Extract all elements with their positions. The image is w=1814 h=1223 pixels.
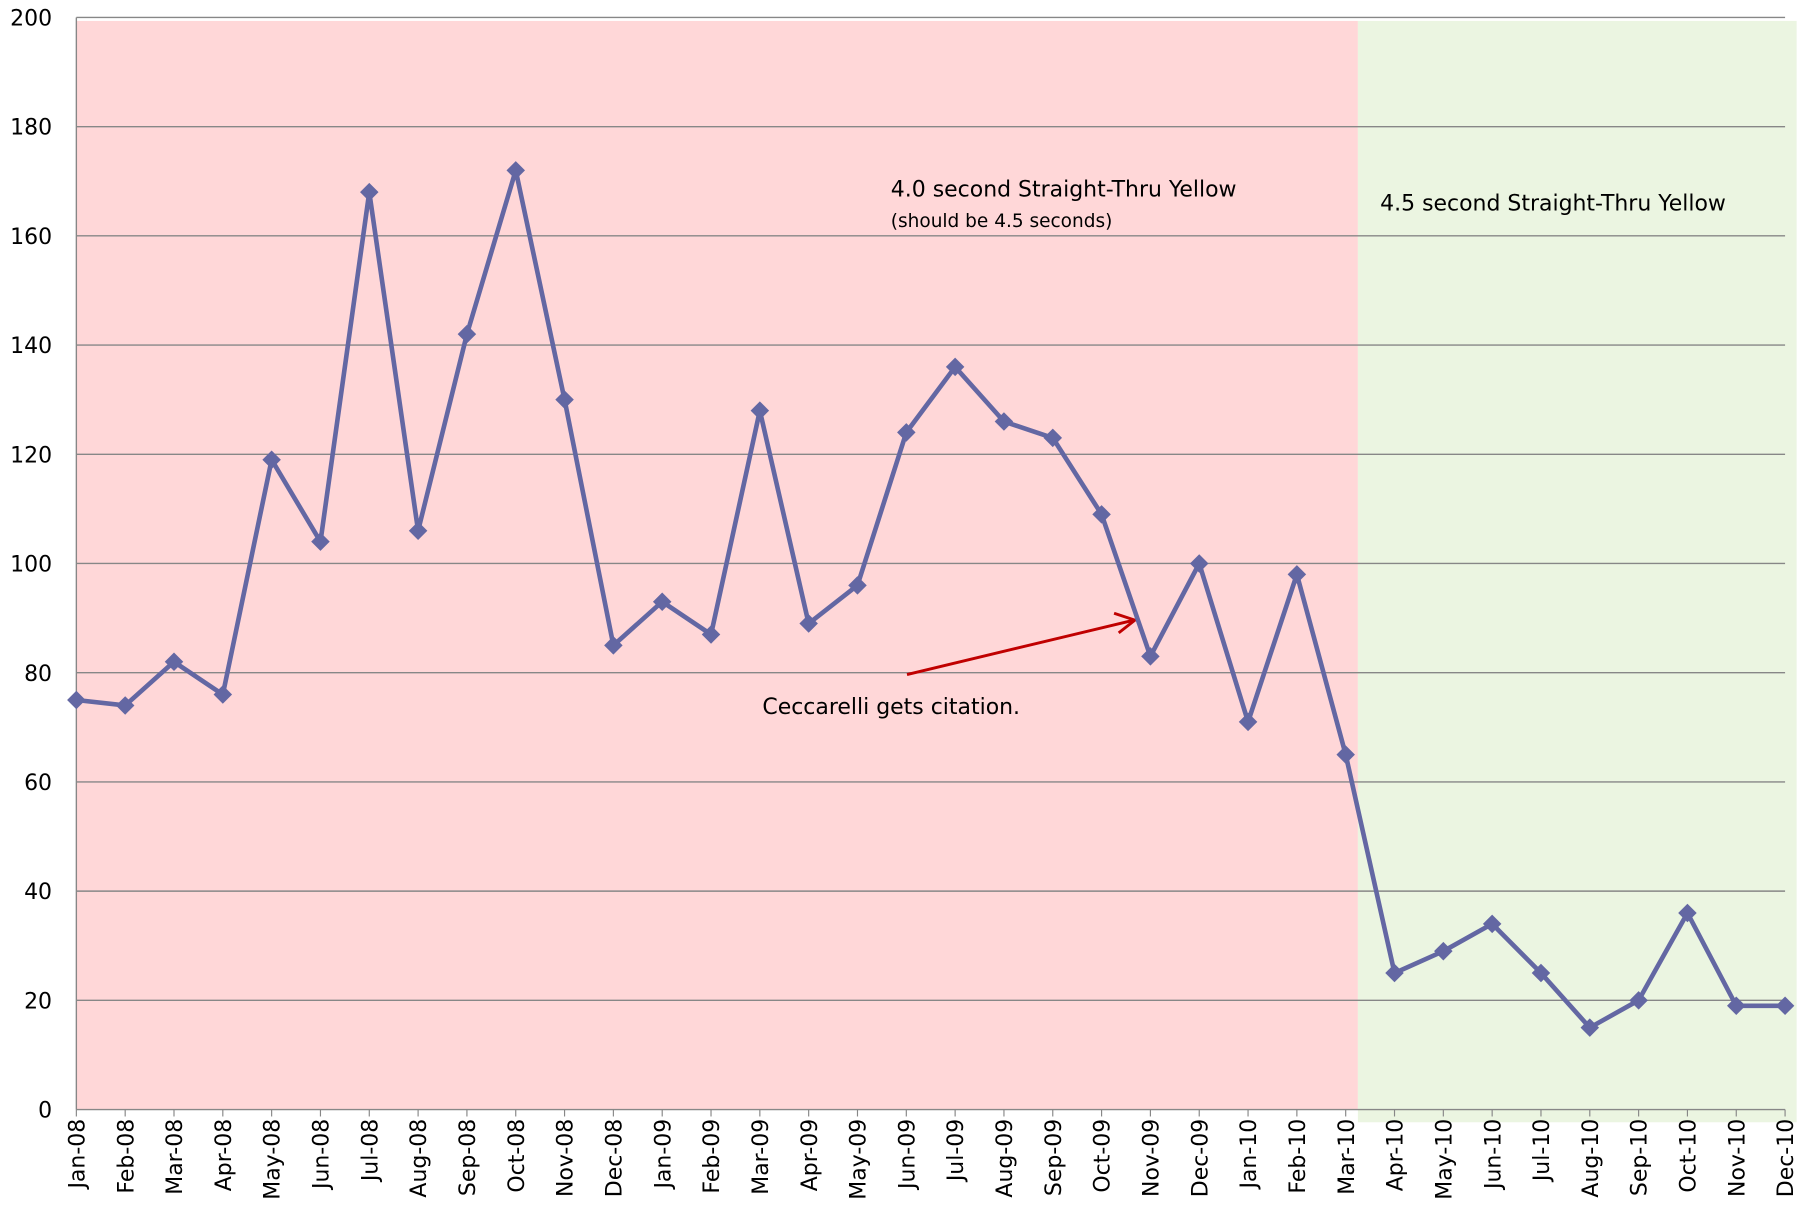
- marker: [1727, 996, 1746, 1016]
- x-tick-label: Feb-08: [114, 1119, 139, 1194]
- marker: [213, 685, 233, 704]
- marker: [897, 423, 916, 442]
- x-tick-label: Mar-09: [749, 1119, 774, 1195]
- x-tick-label: Oct-08: [505, 1119, 530, 1193]
- marker: [1189, 554, 1209, 573]
- marker: [1092, 505, 1111, 524]
- marker: [262, 450, 281, 469]
- x-tick-label: Jun-10: [1481, 1119, 1506, 1191]
- x-tick-label: Sep-10: [1628, 1119, 1653, 1196]
- region-label: 4.0 second Straight-Thru Yellow: [891, 178, 1237, 203]
- y-tick-label: 80: [24, 662, 52, 687]
- x-tick-label: Aug-10: [1579, 1119, 1604, 1198]
- marker: [848, 576, 867, 595]
- marker: [1580, 1018, 1600, 1037]
- y-tick-label: 0: [38, 1099, 52, 1124]
- y-tick-label: 180: [10, 116, 52, 141]
- y-tick-label: 200: [10, 7, 52, 32]
- y-tick-label: 40: [24, 880, 52, 905]
- x-tick-label: Jul-10: [1530, 1119, 1555, 1183]
- x-tick-label: Dec-08: [602, 1119, 627, 1197]
- marker: [1287, 565, 1307, 584]
- marker: [408, 521, 428, 540]
- x-tick-label: Mar-08: [163, 1119, 188, 1195]
- y-tick-label: 160: [10, 225, 52, 250]
- annotation: Ceccarelli gets citation.: [762, 695, 1020, 720]
- x-tick-label: Jun-08: [310, 1119, 335, 1191]
- x-tick-label: Mar-10: [1335, 1119, 1360, 1195]
- x-tick-label: Jan-08: [65, 1119, 90, 1191]
- y-tick-label: 60: [24, 771, 52, 796]
- x-tick-label: Jul-09: [944, 1119, 969, 1183]
- marker: [457, 324, 477, 344]
- y-tick-label: 20: [24, 989, 52, 1014]
- annotation-arrow: [906, 618, 1135, 676]
- marker: [555, 390, 574, 409]
- marker: [1141, 647, 1160, 666]
- x-tick-label: Jan-09: [651, 1119, 676, 1191]
- x-tick-label: Apr-08: [212, 1119, 237, 1191]
- marker: [799, 614, 818, 633]
- x-tick-label: Apr-09: [798, 1119, 823, 1191]
- y-tick-label: 100: [10, 553, 52, 578]
- marker: [1043, 428, 1063, 448]
- x-tick-label: Apr-10: [1384, 1119, 1409, 1191]
- x-tick-label: Feb-09: [700, 1119, 725, 1194]
- x-tick-label: Nov-08: [554, 1119, 579, 1197]
- marker: [1775, 996, 1795, 1016]
- x-tick-label: Jul-08: [358, 1119, 383, 1183]
- x-tick-label: Sep-09: [1042, 1119, 1067, 1196]
- marker: [1238, 712, 1258, 732]
- marker: [1678, 903, 1697, 923]
- x-tick-label: May-09: [847, 1119, 872, 1200]
- x-tick-label: May-08: [261, 1119, 286, 1200]
- marker: [652, 592, 672, 611]
- marker: [604, 636, 623, 655]
- marker: [1336, 745, 1355, 764]
- marker: [1629, 991, 1648, 1010]
- region-label: 4.5 second Straight-Thru Yellow: [1380, 192, 1726, 217]
- x-tick-label: Feb-10: [1286, 1119, 1311, 1194]
- x-tick-label: Dec-09: [1188, 1119, 1213, 1197]
- marker: [1531, 963, 1551, 983]
- x-tick-label: Nov-10: [1725, 1119, 1750, 1197]
- x-tick-label: Sep-08: [456, 1119, 481, 1196]
- annotation-arrowhead: [1113, 611, 1138, 635]
- x-tick-label: Aug-09: [993, 1119, 1018, 1198]
- marker: [1482, 914, 1502, 934]
- line: [76, 168, 1786, 1030]
- region: [1357, 20, 1797, 1123]
- marker: [506, 161, 525, 180]
- x-tick-label: Jan-10: [1237, 1119, 1262, 1191]
- marker: [1385, 963, 1404, 983]
- marker: [164, 652, 184, 672]
- x-tick-label: Jun-09: [895, 1119, 920, 1191]
- region: [76, 20, 1358, 1110]
- y-tick-label: 140: [10, 334, 52, 359]
- region-sublabel: (should be 4.5 seconds): [891, 211, 1113, 232]
- x-tick-label: Dec-10: [1774, 1119, 1799, 1197]
- x-tick-label: Nov-09: [1140, 1119, 1165, 1197]
- marker: [994, 412, 1014, 431]
- marker: [1434, 941, 1453, 961]
- y-tick-label: 120: [10, 443, 52, 468]
- marker: [750, 401, 770, 420]
- x-tick-label: Aug-08: [407, 1119, 432, 1198]
- x-tick-label: May-10: [1432, 1119, 1457, 1200]
- x-tick-label: Oct-10: [1677, 1119, 1702, 1193]
- x-tick-label: Oct-09: [1091, 1119, 1116, 1193]
- marker: [311, 532, 330, 551]
- marker: [701, 625, 721, 644]
